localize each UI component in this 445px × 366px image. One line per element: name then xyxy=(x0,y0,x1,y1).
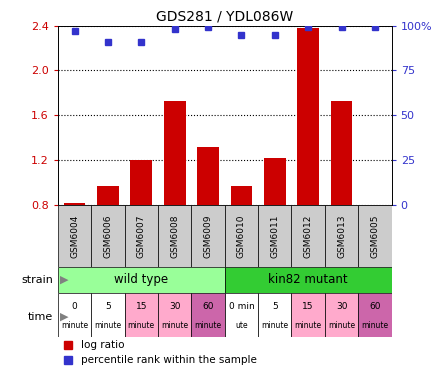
Text: GSM6007: GSM6007 xyxy=(137,214,146,258)
Bar xyxy=(158,205,191,267)
Bar xyxy=(291,205,325,267)
Bar xyxy=(331,101,352,205)
Bar xyxy=(325,205,358,267)
Text: GSM6011: GSM6011 xyxy=(270,214,279,258)
Bar xyxy=(164,101,186,205)
Bar xyxy=(225,293,258,337)
Bar xyxy=(125,205,158,267)
Bar xyxy=(125,293,158,337)
Text: percentile rank within the sample: percentile rank within the sample xyxy=(81,355,257,365)
Text: 0 min: 0 min xyxy=(229,302,254,311)
Text: 15: 15 xyxy=(303,302,314,311)
Text: GSM6004: GSM6004 xyxy=(70,214,79,258)
Text: ute: ute xyxy=(235,321,248,330)
Text: GSM6005: GSM6005 xyxy=(370,214,380,258)
Bar xyxy=(197,147,219,205)
Text: GSM6012: GSM6012 xyxy=(303,214,313,258)
Text: minute: minute xyxy=(295,321,322,330)
Text: 15: 15 xyxy=(136,302,147,311)
Bar xyxy=(91,205,125,267)
Text: wild type: wild type xyxy=(114,273,168,287)
Bar xyxy=(258,293,291,337)
Bar xyxy=(258,205,291,267)
Text: ▶: ▶ xyxy=(60,311,69,322)
Text: kin82 mutant: kin82 mutant xyxy=(268,273,348,287)
Bar xyxy=(225,267,392,293)
Bar xyxy=(297,28,319,205)
Bar xyxy=(58,267,225,293)
Text: strain: strain xyxy=(21,275,53,285)
Text: minute: minute xyxy=(128,321,155,330)
Text: GSM6009: GSM6009 xyxy=(203,214,213,258)
Bar xyxy=(191,205,225,267)
Bar xyxy=(130,160,152,205)
Text: 5: 5 xyxy=(272,302,278,311)
Bar xyxy=(225,205,258,267)
Text: minute: minute xyxy=(361,321,388,330)
Text: 60: 60 xyxy=(369,302,380,311)
Text: GSM6008: GSM6008 xyxy=(170,214,179,258)
Text: GSM6010: GSM6010 xyxy=(237,214,246,258)
Text: minute: minute xyxy=(94,321,121,330)
Bar xyxy=(58,205,91,267)
Text: minute: minute xyxy=(61,321,88,330)
Text: 30: 30 xyxy=(336,302,347,311)
Bar xyxy=(64,203,85,205)
Title: GDS281 / YDL086W: GDS281 / YDL086W xyxy=(156,9,293,23)
Text: minute: minute xyxy=(261,321,288,330)
Bar xyxy=(158,293,191,337)
Text: minute: minute xyxy=(194,321,222,330)
Bar xyxy=(191,293,225,337)
Text: minute: minute xyxy=(161,321,188,330)
Text: ▶: ▶ xyxy=(60,275,69,285)
Text: 0: 0 xyxy=(72,302,77,311)
Bar xyxy=(58,293,91,337)
Bar xyxy=(97,186,119,205)
Bar xyxy=(358,293,392,337)
Text: GSM6013: GSM6013 xyxy=(337,214,346,258)
Text: log ratio: log ratio xyxy=(81,340,125,350)
Bar xyxy=(291,293,325,337)
Text: minute: minute xyxy=(328,321,355,330)
Bar xyxy=(264,158,286,205)
Text: 30: 30 xyxy=(169,302,180,311)
Bar xyxy=(358,205,392,267)
Bar xyxy=(231,186,252,205)
Text: GSM6006: GSM6006 xyxy=(103,214,113,258)
Bar xyxy=(91,293,125,337)
Text: 5: 5 xyxy=(105,302,111,311)
Text: 60: 60 xyxy=(202,302,214,311)
Text: time: time xyxy=(28,311,53,322)
Bar xyxy=(325,293,358,337)
